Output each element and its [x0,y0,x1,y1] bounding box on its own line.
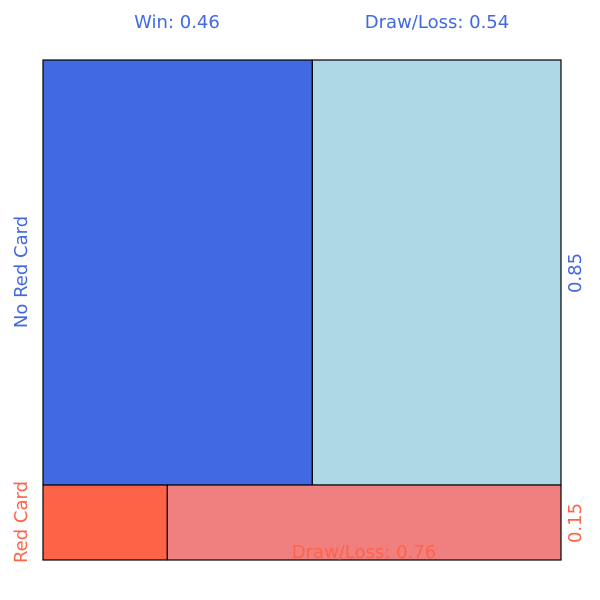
row-label-no-red-card: No Red Card [11,216,32,328]
top-label-win: Win: 0.46 [134,12,220,33]
tile-red-card-draw-loss [166,484,562,561]
row-label-red-card: Red Card [11,481,32,563]
mosaic-tiles [42,59,562,561]
annotation-red-card-draw-loss: Draw/Loss: 0.76 [292,542,436,563]
tile-no-red-card-draw-loss [311,59,562,486]
top-label-draw-loss: Draw/Loss: 0.54 [365,12,509,33]
row-share-no-red-card: 0.85 [565,253,586,293]
tile-no-red-card-win [42,59,313,486]
row-share-red-card: 0.15 [565,503,586,543]
tile-red-card-win [42,484,168,561]
